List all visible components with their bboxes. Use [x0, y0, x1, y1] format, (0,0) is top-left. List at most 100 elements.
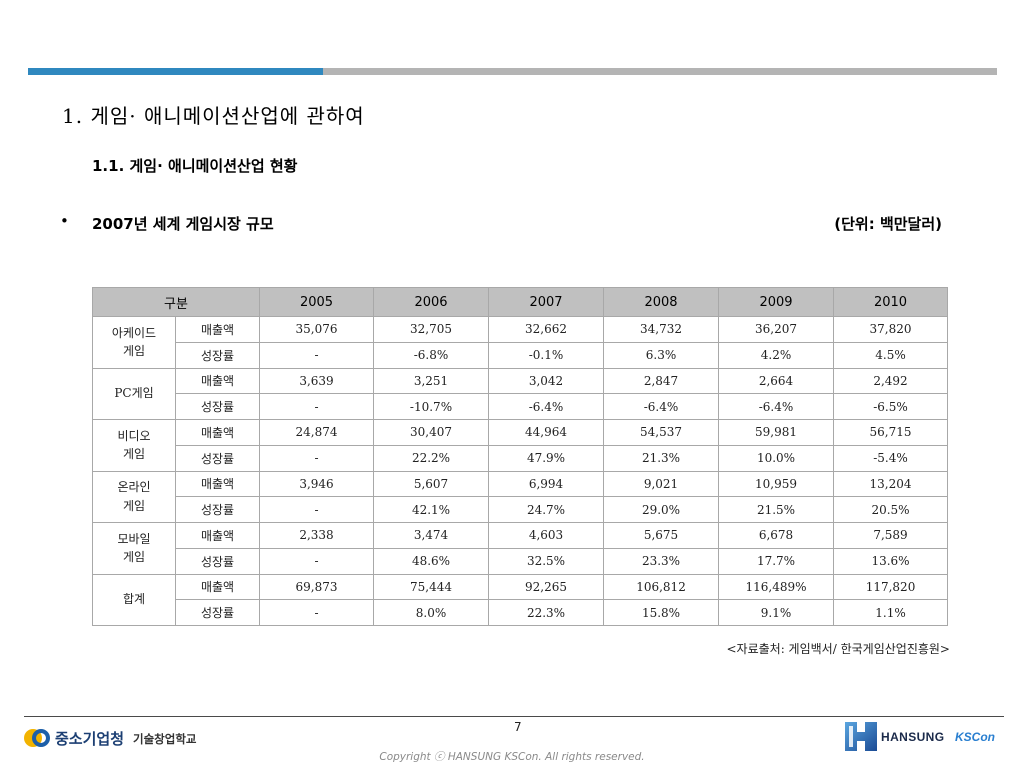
value-cell: 17.7% — [718, 547, 835, 575]
metric-label: 매출액 — [174, 470, 261, 498]
value-cell: 37,820 — [833, 316, 949, 343]
value-cell: 3,251 — [373, 367, 490, 395]
metric-label: 성장률 — [174, 341, 261, 369]
value-cell: 3,946 — [259, 470, 375, 498]
value-cell: 6,678 — [718, 522, 835, 549]
value-cell: 7,589 — [833, 522, 949, 549]
metric-label: 매출액 — [174, 419, 261, 446]
value-cell: 117,820 — [833, 573, 949, 601]
value-cell: 10.0% — [718, 444, 835, 472]
right-logo-name: HANSUNG — [881, 730, 945, 744]
table-row: 합계 매출액 69,873 75,444 92,265 106,812 116,… — [92, 573, 949, 626]
value-cell: 4,603 — [488, 522, 605, 549]
value-cell: - — [259, 496, 375, 523]
value-cell: 32.5% — [488, 547, 605, 575]
value-cell: 32,705 — [373, 316, 490, 343]
value-cell: 4.5% — [833, 341, 949, 369]
value-cell: 59,981 — [718, 419, 835, 446]
category-cell: 합계 — [92, 573, 176, 626]
header-year: 2006 — [373, 287, 490, 317]
table-row: 아케이드 게임 매출액 35,076 32,705 32,662 34,732 … — [92, 316, 949, 369]
unit-label: (단위: 백만달러) — [834, 215, 942, 233]
value-cell: 20.5% — [833, 496, 949, 523]
metric-label: 매출액 — [174, 573, 261, 601]
value-cell: -6.5% — [833, 393, 949, 420]
value-cell: 56,715 — [833, 419, 949, 446]
value-cell: 32,662 — [488, 316, 605, 343]
value-cell: - — [259, 393, 375, 420]
category-cell: 아케이드 게임 — [92, 316, 176, 369]
value-cell: 3,042 — [488, 367, 605, 395]
value-cell: 23.3% — [603, 547, 720, 575]
title-bar-accent — [28, 68, 323, 75]
metric-label: 매출액 — [174, 367, 261, 395]
header-year: 2008 — [603, 287, 720, 317]
category-cell: 비디오 게임 — [92, 419, 176, 472]
table-row: 성장률 - 42.1% 24.7% 29.0% 21.5% 20.5% — [93, 496, 949, 523]
value-cell: -6.4% — [488, 393, 605, 420]
title-bar-gray — [323, 68, 997, 75]
page-number: 7 — [514, 720, 522, 734]
value-cell: 5,607 — [373, 470, 490, 498]
value-cell: 3,639 — [259, 367, 375, 395]
sme-agency-logo-icon — [24, 729, 50, 747]
value-cell: 13,204 — [833, 470, 949, 498]
metric-label: 매출액 — [174, 316, 261, 343]
metric-label: 성장률 — [174, 393, 261, 420]
table-row: 성장률 - 48.6% 32.5% 23.3% 17.7% 13.6% — [93, 547, 949, 575]
value-cell: 54,537 — [603, 419, 720, 446]
value-cell: 2,492 — [833, 367, 949, 395]
metric-label: 성장률 — [174, 496, 261, 523]
value-cell: 22.2% — [373, 444, 490, 472]
table-row: 모바일 게임 매출액 2,338 3,474 4,603 5,675 6,678… — [92, 522, 949, 575]
value-cell: - — [259, 444, 375, 472]
footer-divider — [24, 716, 1004, 717]
copyright-notice: Copyright ⓒ HANSUNG KSCon. All rights re… — [379, 751, 645, 763]
value-cell: -0.1% — [488, 341, 605, 369]
value-cell: -10.7% — [373, 393, 490, 420]
slide-title: 1. 게임· 애니메이션산업에 관하여 — [62, 104, 365, 128]
right-logo-subtitle: KSCon — [955, 730, 995, 744]
market-size-table: 구분 2005 2006 2007 2008 2009 2010 아케이드 게임… — [91, 287, 949, 626]
value-cell: 34,732 — [603, 316, 720, 343]
value-cell: 10,959 — [718, 470, 835, 498]
value-cell: 15.8% — [603, 599, 720, 626]
value-cell: 21.5% — [718, 496, 835, 523]
section-heading: 2007년 세계 게임시장 규모 — [92, 215, 274, 233]
value-cell: -6.8% — [373, 341, 490, 369]
value-cell: 30,407 — [373, 419, 490, 446]
table-row: 성장률 - -6.8% -0.1% 6.3% 4.2% 4.5% — [93, 341, 949, 369]
value-cell: 9.1% — [718, 599, 835, 626]
value-cell: 24,874 — [259, 419, 375, 446]
value-cell: 2,338 — [259, 522, 375, 549]
hansung-h-logo-icon — [845, 722, 877, 751]
slide-subtitle: 1.1. 게임· 애니메이션산업 현황 — [92, 157, 298, 175]
category-cell: 온라인 게임 — [92, 470, 176, 523]
value-cell: - — [259, 547, 375, 575]
metric-label: 성장률 — [174, 444, 261, 472]
table-row: 성장률 - -10.7% -6.4% -6.4% -6.4% -6.5% — [93, 393, 949, 420]
value-cell: 92,265 — [488, 573, 605, 601]
value-cell: 2,847 — [603, 367, 720, 395]
header-year: 2007 — [488, 287, 605, 317]
value-cell: 116,489% — [718, 573, 835, 601]
value-cell: 29.0% — [603, 496, 720, 523]
table-header-row: 구분 2005 2006 2007 2008 2009 2010 — [91, 287, 949, 317]
left-logo-subtitle: 기술창업학교 — [133, 732, 197, 746]
header-year: 2009 — [718, 287, 835, 317]
value-cell: 75,444 — [373, 573, 490, 601]
table-row: 성장률 - 22.2% 47.9% 21.3% 10.0% -5.4% — [93, 444, 949, 472]
value-cell: 1.1% — [833, 599, 949, 626]
value-cell: 9,021 — [603, 470, 720, 498]
metric-label: 성장률 — [174, 599, 261, 626]
value-cell: 47.9% — [488, 444, 605, 472]
value-cell: - — [259, 599, 375, 626]
value-cell: 106,812 — [603, 573, 720, 601]
value-cell: 3,474 — [373, 522, 490, 549]
bullet-icon: • — [60, 212, 69, 230]
value-cell: -6.4% — [603, 393, 720, 420]
metric-label: 성장률 — [174, 547, 261, 575]
source-note: <자료출처: 게임백서/ 한국게임산업진흥원> — [726, 642, 950, 656]
value-cell: 42.1% — [373, 496, 490, 523]
value-cell: 4.2% — [718, 341, 835, 369]
